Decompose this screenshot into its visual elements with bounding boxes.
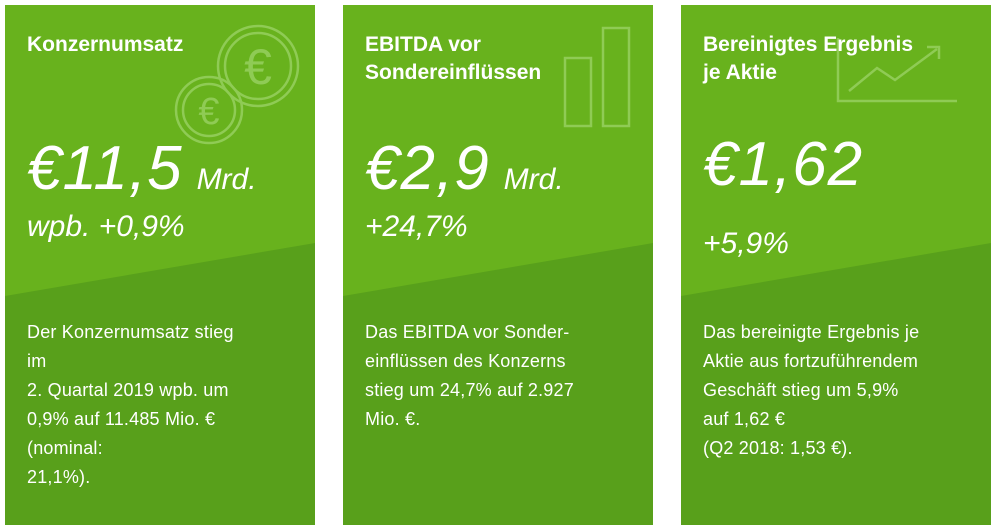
kpi-value-unit: Mrd. xyxy=(503,163,564,196)
kpi-description: Das EBITDA vor Sonder- einflüssen des Ko… xyxy=(365,322,574,429)
kpi-change: wpb. +0,9% xyxy=(27,210,185,243)
card-title: EBITDA vor Sondereinflüssen xyxy=(365,33,542,84)
kpi-change: +24,7% xyxy=(365,210,468,243)
svg-text:€: € xyxy=(244,39,272,95)
kpi-card-revenue: € € Konzernumsatz €11,5 Mrd. wpb. +0,9% D… xyxy=(5,5,315,525)
card-title: Bereinigtes Ergebnis je Aktie xyxy=(703,33,914,84)
trend-chart-icon xyxy=(836,38,957,103)
kpi-description: Das bereinigte Ergebnis je Aktie aus for… xyxy=(703,322,920,458)
bar-chart-icon xyxy=(563,26,631,128)
kpi-card-ebitda: EBITDA vor Sondereinflüssen €2,9 Mrd. +24… xyxy=(343,5,653,525)
kpi-value-unit: Mrd. xyxy=(196,163,257,196)
euro-coins-icon: € € xyxy=(174,24,300,145)
kpi-value: €1,62 xyxy=(703,129,863,200)
card-lower-band xyxy=(681,243,991,525)
kpi-change: +5,9% xyxy=(703,227,789,260)
kpi-card-eps: Bereinigtes Ergebnis je Aktie €1,62 +5,9… xyxy=(681,5,991,525)
kpi-value: €2,9 Mrd. xyxy=(365,133,564,204)
kpi-value-number: €11,5 xyxy=(27,134,183,203)
card-lower-band xyxy=(5,243,315,525)
kpi-value: €11,5 Mrd. xyxy=(27,133,257,204)
kpi-description: Der Konzernumsatz stieg im 2. Quartal 20… xyxy=(27,322,234,487)
card-lower-band xyxy=(343,243,653,525)
kpi-value-number: €1,62 xyxy=(703,130,864,199)
card-title: Konzernumsatz xyxy=(27,33,184,56)
kpi-value-number: €2,9 xyxy=(365,134,490,203)
svg-text:€: € xyxy=(198,91,219,133)
